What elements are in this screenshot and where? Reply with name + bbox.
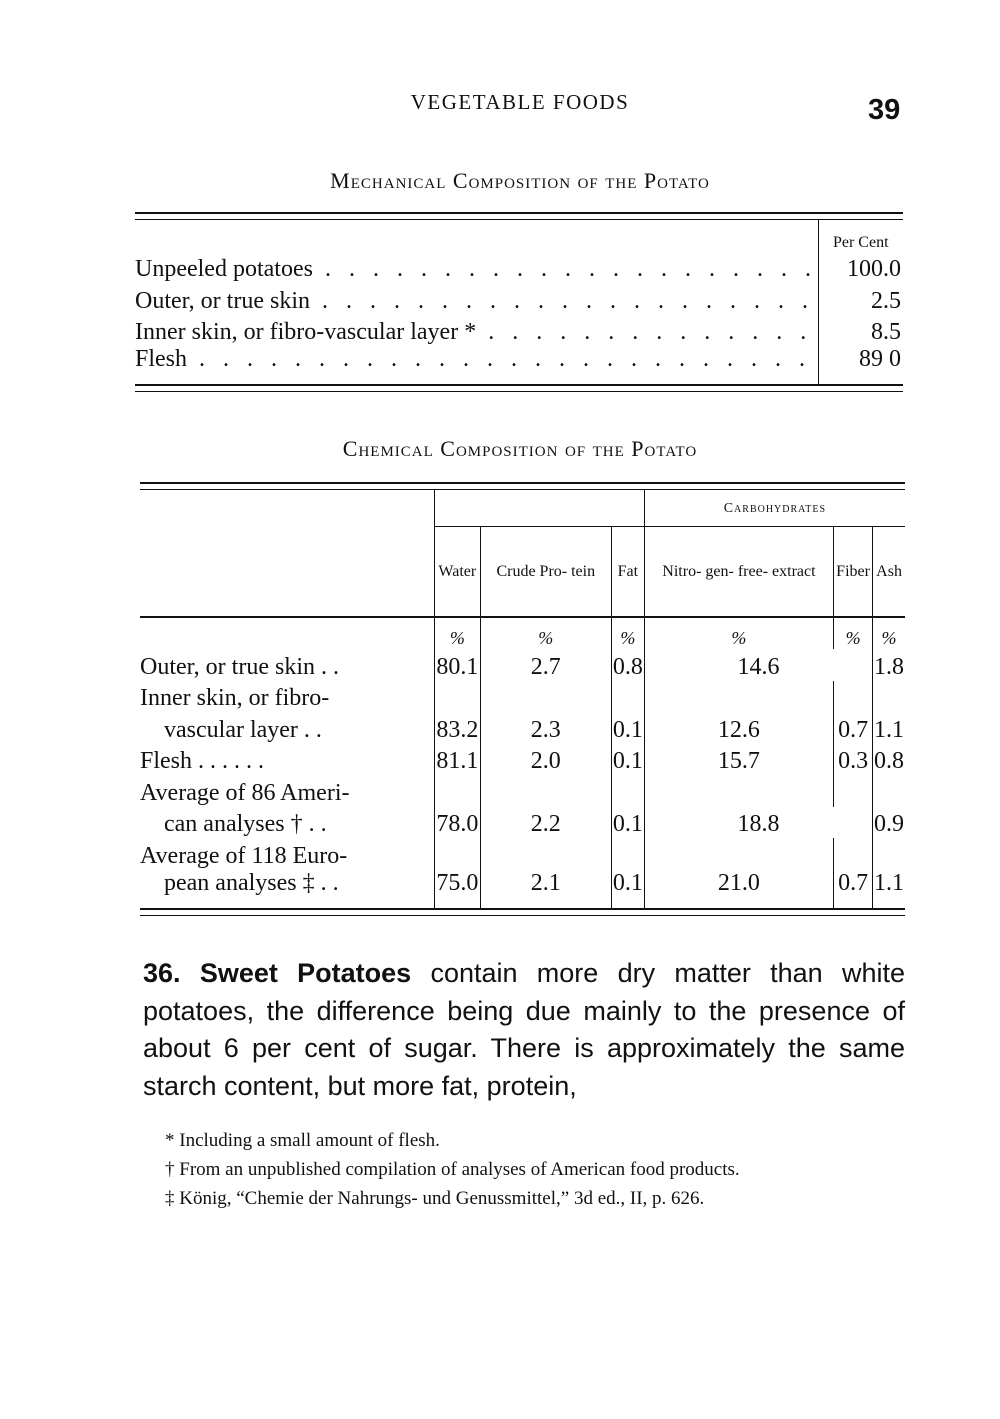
running-title: VEGETABLE FOODS (410, 90, 630, 114)
table-row: Flesh . . . . . . 81.1 2.0 0.1 15.7 0.3 … (140, 743, 905, 775)
chemical-composition-table: Carbohydrates Water Crude Pro- tein Fat … (140, 482, 905, 916)
footnote: * Including a small amount of flesh. (165, 1130, 440, 1151)
paragraph-text: contain more dry matter than white potat… (143, 958, 905, 1101)
footnote: † From an unpublished compilation of ana… (165, 1159, 740, 1180)
table-row: can analyses † . . 78.0 2.2 0.1 18.8 0.9 (140, 806, 905, 838)
mechanical-composition-table: Per Cent Unpeeled potatoes100.0 Outer, o… (135, 212, 903, 392)
mechanical-table-title: Mechanical Composition of the Potato (330, 168, 710, 193)
column-header: Per Cent (817, 220, 903, 252)
table-bottom-rule (135, 384, 903, 392)
section-heading: Sweet Potatoes (199, 958, 412, 988)
table-row: pean analyses ‡ . . 75.0 2.1 0.1 21.0 0.… (140, 869, 905, 908)
footnotes: * Including a small amount of flesh. † F… (143, 1126, 905, 1213)
section-number: 36. (143, 958, 181, 988)
table-top-rule (140, 482, 905, 490)
table-row: Outer, or true skin2.5 (135, 283, 903, 315)
table-row: Outer, or true skin . . 80.1 2.7 0.8 14.… (140, 649, 905, 681)
table-bottom-rule (140, 907, 905, 916)
table-row: Unpeeled potatoes100.0 (135, 251, 903, 283)
table-top-rule (135, 212, 903, 220)
footnote: ‡ König, “Chemie der Nahrungs- und Genus… (165, 1188, 705, 1209)
carbohydrates-header: Carbohydrates (643, 490, 905, 527)
table-row: vascular layer . . 83.2 2.3 0.1 12.6 0.7… (140, 712, 905, 744)
table-row: Inner skin, or fibro-vascular layer *8.5 (135, 314, 903, 346)
page-number: 39 (868, 94, 901, 126)
table-row: Flesh89 0 (135, 346, 903, 384)
body-paragraph: 36. Sweet Potatoes contain more dry matt… (143, 955, 905, 1105)
chemical-table-title: Chemical Composition of the Potato (342, 436, 698, 461)
